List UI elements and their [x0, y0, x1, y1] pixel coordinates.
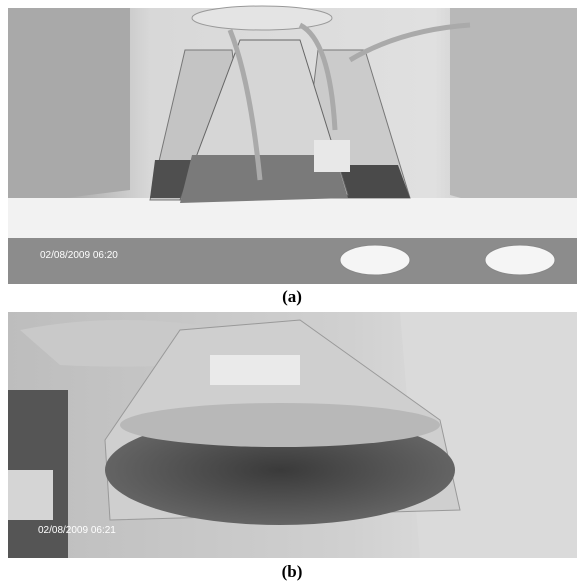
cabinet-wall — [450, 8, 577, 230]
flask-label — [210, 355, 300, 385]
knob — [485, 245, 555, 275]
timestamp: 02/08/2009 06:21 — [38, 525, 116, 536]
photo-a: 02/08/2009 06:20 — [8, 6, 577, 284]
figure: 02/08/2009 06:20 (a) 02/08/2009 06:21 (b… — [0, 0, 584, 585]
timestamp: 02/08/2009 06:20 — [40, 250, 118, 261]
page: 02/08/2009 06:20 (a) 02/08/2009 06:21 (b… — [0, 0, 584, 585]
caption: (b) — [282, 562, 303, 581]
cabinet-wall — [8, 8, 130, 205]
flask-label — [314, 140, 350, 172]
caption: (a) — [282, 287, 302, 306]
flask-label — [8, 470, 53, 520]
lid — [192, 6, 332, 30]
knob — [340, 245, 410, 275]
photo-b: 02/08/2009 06:21 — [8, 312, 577, 558]
foam — [120, 403, 440, 447]
shelf — [8, 198, 577, 238]
